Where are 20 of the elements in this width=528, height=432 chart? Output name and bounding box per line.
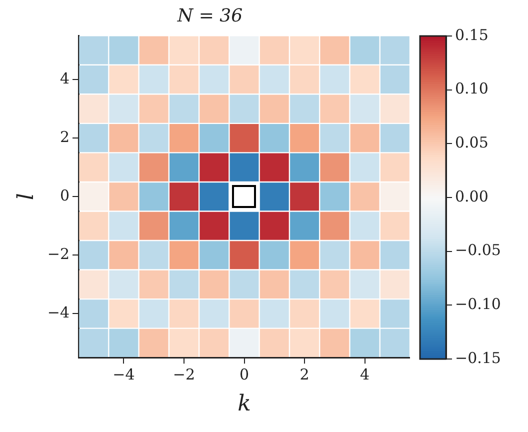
color-bar-label: 0.05 <box>455 134 488 152</box>
x-tick-label: 4 <box>360 365 370 384</box>
chart-title: N = 36 <box>176 5 243 26</box>
x-tick-label: −4 <box>112 365 135 384</box>
y-tick-label: 0 <box>60 186 70 204</box>
y-tick-label: 4 <box>60 69 70 88</box>
y-tick-label: −4 <box>47 304 70 322</box>
color-bar-label: 0.00 <box>455 187 488 206</box>
x-tick-label: 2 <box>300 365 310 384</box>
y-tick-label: −2 <box>47 245 70 264</box>
color-bar-label: −0.15 <box>455 348 501 367</box>
color-bar-label: 0.10 <box>455 80 488 98</box>
y-tick-label: 2 <box>60 128 70 146</box>
x-tick-label: −2 <box>172 365 196 384</box>
color-bar-label: 0.15 <box>455 26 488 44</box>
y-axis-title: l <box>14 193 39 200</box>
x-tick-label: 0 <box>239 365 250 384</box>
color-bar-label: −0.05 <box>455 241 501 260</box>
x-axis-title: k <box>238 392 251 417</box>
color-bar-label: −0.10 <box>455 295 501 314</box>
